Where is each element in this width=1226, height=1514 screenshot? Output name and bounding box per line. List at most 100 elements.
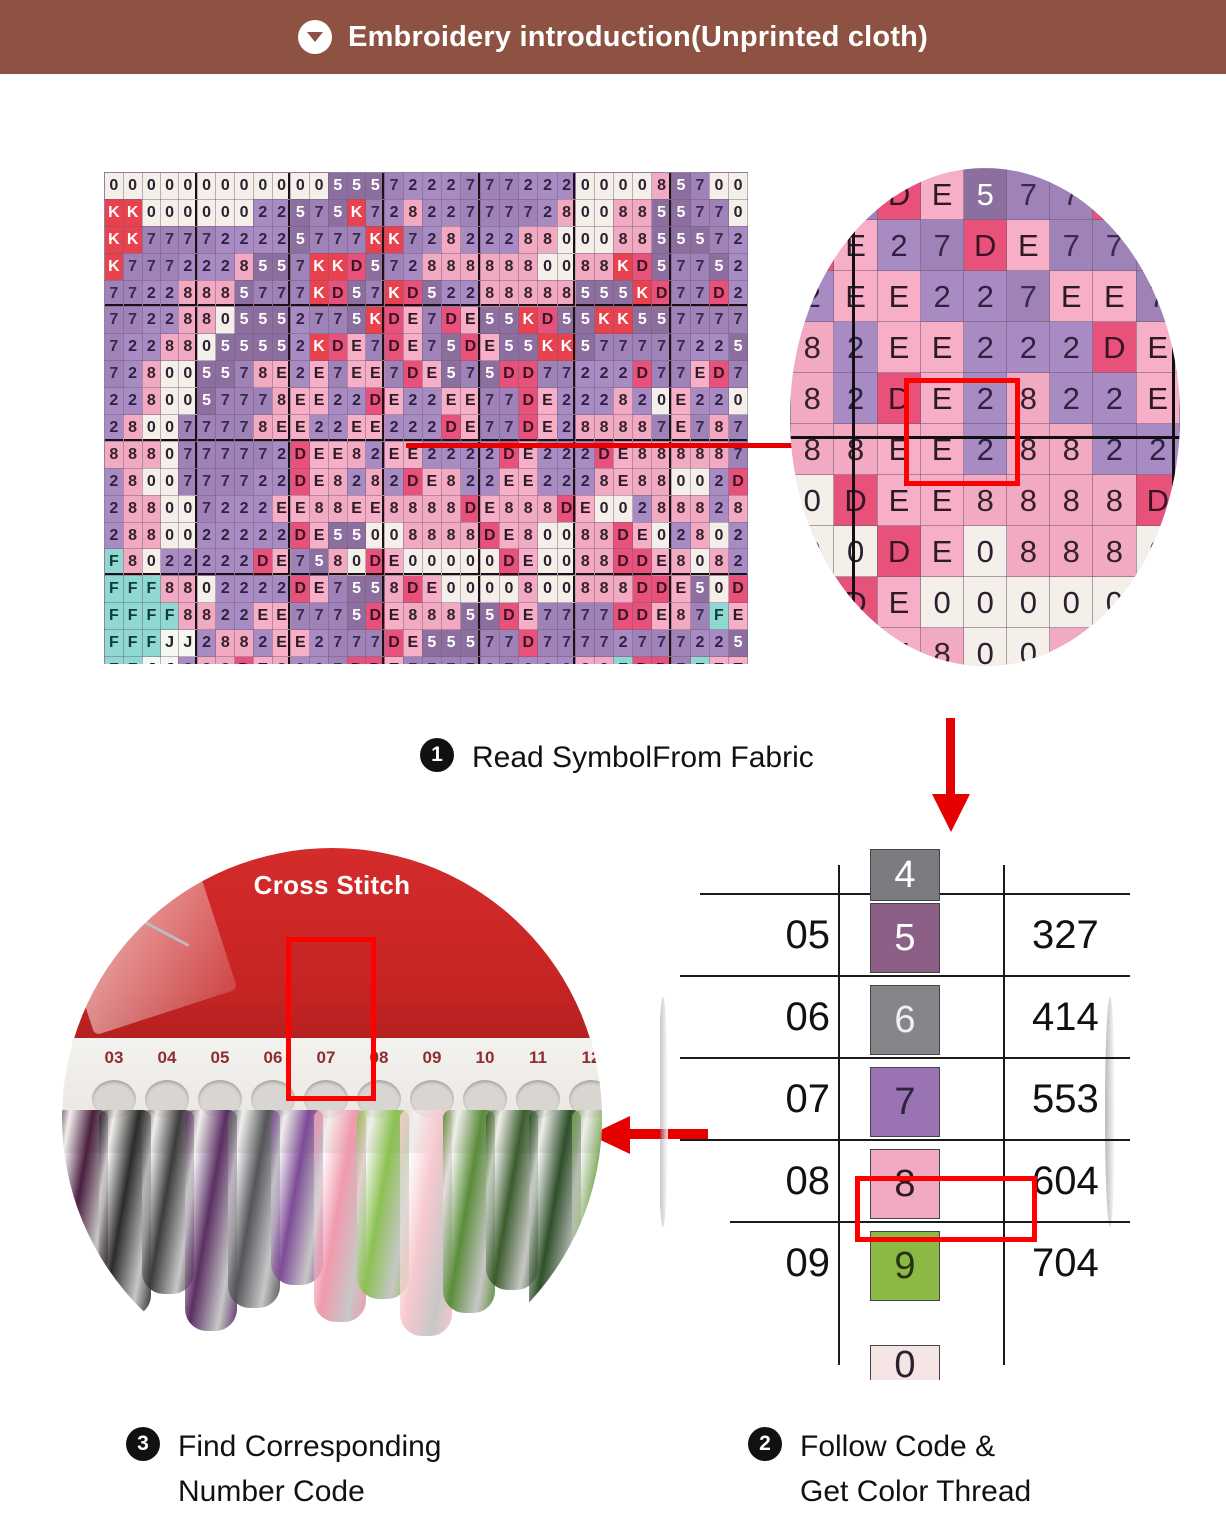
chart-cell: 7 — [141, 252, 162, 281]
chart-cell: K — [537, 333, 558, 362]
chart-cell: E — [346, 360, 367, 389]
magnified-cell: 8 — [833, 423, 878, 475]
magnified-cell: 8 — [1092, 627, 1137, 666]
chart-cell: 2 — [402, 172, 423, 200]
chart-cell: 0 — [234, 198, 254, 227]
chart-cell: 0 — [177, 387, 198, 416]
table-cell-dmc: 414 — [1032, 995, 1099, 1039]
chart-cell: 7 — [460, 198, 481, 227]
chart-cell: 8 — [612, 198, 634, 227]
chart-cell: 8 — [575, 575, 596, 604]
chart-cell: D — [518, 360, 539, 389]
chart-cell: D — [290, 467, 311, 496]
chart-cell: 8 — [460, 521, 481, 550]
chart-cell: 8 — [141, 387, 162, 416]
chart-cell: 2 — [234, 548, 254, 577]
chart-cell: 0 — [708, 172, 730, 200]
chart-cell: 0 — [215, 306, 236, 335]
chart-cell: 7 — [290, 279, 311, 308]
chart-cell: 0 — [196, 198, 217, 227]
chart-cell: E — [365, 414, 386, 442]
chart-cell: 8 — [384, 575, 404, 604]
magnified-cell: 0 — [833, 525, 878, 577]
chart-cell: 7 — [252, 279, 273, 308]
magnified-cell: E — [1006, 219, 1051, 271]
chart-cell: 2 — [252, 198, 273, 227]
chart-cell: 5 — [690, 575, 710, 604]
chart-cell: 2 — [104, 414, 124, 442]
thread-brand-label: Cross Stitch — [253, 870, 411, 900]
chart-cell: 7 — [290, 602, 311, 631]
chart-cell: F — [122, 575, 143, 604]
chart-cell: 8 — [537, 494, 558, 523]
chart-cell: 7 — [122, 306, 143, 335]
chart-cell: D — [498, 548, 520, 577]
chart-cell: D — [252, 548, 273, 577]
chart-cell: 7 — [518, 198, 539, 227]
magnified-cell: E — [920, 321, 965, 373]
chart-cell: 7 — [104, 360, 124, 389]
chart-cell: 7 — [177, 225, 198, 254]
chart-cell: 5 — [234, 306, 254, 335]
chart-cell: 0 — [460, 575, 481, 604]
chart-cell: 2 — [234, 494, 254, 523]
chart-cell: F — [612, 656, 634, 664]
chart-cell: 2 — [440, 172, 462, 200]
chart-cell: 8 — [594, 548, 614, 577]
chart-cell: 2 — [271, 575, 292, 604]
chart-cell: 5 — [196, 360, 217, 389]
chart-cell: 2 — [575, 467, 596, 496]
chart-cell: 7 — [215, 387, 236, 416]
header-banner: Embroidery introduction(Unprinted cloth) — [0, 0, 1226, 74]
chart-cell: 7 — [594, 629, 614, 658]
chart-cell: 8 — [421, 602, 442, 631]
chart-cell: E — [421, 467, 442, 496]
chart-cell: 2 — [594, 360, 614, 389]
chart-cell: 8 — [460, 252, 481, 281]
chart-cell: D — [290, 575, 311, 604]
magnified-cell: 2 — [920, 270, 965, 322]
chart-cell: 7 — [594, 333, 614, 362]
chart-cell: E — [309, 387, 329, 416]
chart-cell: 8 — [421, 494, 442, 523]
chart-cell: 8 — [632, 198, 653, 227]
chart-cell: E — [309, 467, 329, 496]
chart-cell: D — [365, 602, 386, 631]
chart-cell: 7 — [498, 656, 520, 664]
chart-cell: 8 — [440, 225, 462, 254]
step-1-caption: 1 Read SymbolFrom Fabric — [420, 735, 814, 780]
chart-cell: F — [122, 602, 143, 631]
chart-cell: 7 — [728, 360, 748, 389]
chart-cell: 2 — [384, 198, 404, 227]
chart-cell: D — [498, 602, 520, 631]
chart-cell: 5 — [556, 306, 577, 335]
chart-cell: 5 — [215, 360, 236, 389]
chart-cell: 7 — [498, 198, 520, 227]
magnified-cell: 2 — [1049, 321, 1094, 373]
chart-cell: 5 — [498, 306, 520, 335]
magnified-cell: 2 — [963, 321, 1008, 373]
chart-cell: 5 — [271, 252, 292, 281]
chart-cell: 2 — [104, 521, 124, 550]
chart-cell: 2 — [728, 252, 748, 281]
chart-cell: 0 — [141, 467, 162, 496]
chart-cell: 7 — [690, 252, 710, 281]
chart-cell: F — [122, 629, 143, 658]
chart-cell: D — [346, 656, 367, 664]
chart-cell: 7 — [708, 225, 730, 254]
chart-cell: 2 — [309, 629, 329, 658]
chart-cell: 7 — [365, 279, 386, 308]
chart-cell: 8 — [177, 333, 198, 362]
magnified-cell: D — [1092, 168, 1137, 220]
chart-cell: 8 — [440, 494, 462, 523]
table-cell-dmc: 704 — [1032, 1241, 1099, 1285]
chart-cell: 2 — [346, 467, 367, 496]
table-cell-symbol-swatch: 8 — [870, 1149, 940, 1219]
chart-cell: 2 — [252, 467, 273, 496]
chart-cell: 8 — [327, 467, 348, 496]
chart-cell: D — [402, 575, 423, 604]
chart-cell: 8 — [575, 252, 596, 281]
